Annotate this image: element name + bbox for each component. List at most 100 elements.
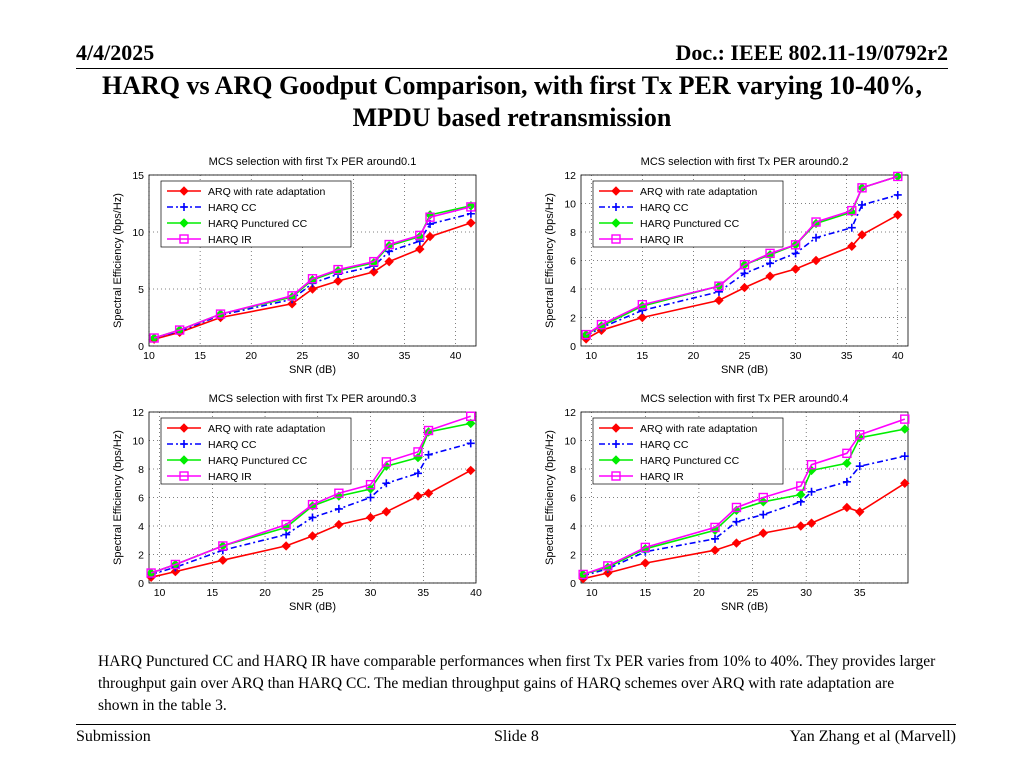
x-tick-label: 35 <box>417 587 429 599</box>
series-arq-with-rate-adaptation <box>581 210 903 344</box>
data-point <box>381 507 392 517</box>
data-point <box>170 559 181 570</box>
data-point <box>847 241 857 251</box>
y-tick-label: 12 <box>564 170 576 182</box>
y-tick-label: 0 <box>138 578 144 590</box>
legend-label: HARQ IR <box>208 471 252 483</box>
series-line <box>582 418 906 576</box>
legend-label: ARQ with rate adaptation <box>640 423 757 435</box>
legend-box <box>160 417 352 485</box>
data-point <box>415 231 425 242</box>
y-tick-label: 5 <box>138 284 144 296</box>
data-point <box>739 260 750 270</box>
data-point <box>790 240 801 250</box>
data-point <box>842 502 852 513</box>
x-tick-label: 25 <box>739 350 751 362</box>
y-tick-label: 8 <box>138 464 144 476</box>
footer-divider <box>76 724 956 725</box>
legend-box <box>592 417 784 485</box>
data-point <box>281 519 291 530</box>
chart-title: MCS selection with first Tx PER around0.… <box>641 393 849 405</box>
data-point <box>812 233 821 242</box>
data-point <box>640 542 651 553</box>
data-point <box>900 478 910 488</box>
data-point <box>307 499 318 510</box>
x-tick-label: 20 <box>245 350 257 362</box>
data-point <box>287 291 297 301</box>
y-tick-label: 6 <box>138 493 144 505</box>
data-point <box>146 568 156 578</box>
x-tick-label: 15 <box>206 587 218 599</box>
y-tick-label: 10 <box>132 436 144 448</box>
data-point <box>893 171 903 182</box>
legend-swatch-marker <box>179 471 189 481</box>
y-tick-label: 10 <box>564 436 576 448</box>
series-line <box>585 175 899 336</box>
data-point <box>218 555 228 565</box>
data-point <box>811 255 821 266</box>
x-tick-label: 10 <box>154 587 166 599</box>
y-tick-label: 10 <box>132 227 144 239</box>
y-tick-label: 8 <box>570 464 576 476</box>
caption-text: HARQ Punctured CC and HARQ IR have compa… <box>98 653 936 714</box>
data-point <box>796 481 806 491</box>
data-point <box>466 218 476 228</box>
data-point <box>334 504 343 513</box>
data-point <box>739 282 750 293</box>
x-tick-label: 30 <box>790 350 802 362</box>
x-tick-label: 40 <box>470 587 482 599</box>
data-point <box>424 450 433 459</box>
x-axis-label: SNR (dB) <box>289 601 336 613</box>
data-point <box>413 447 423 457</box>
legend-label: HARQ Punctured CC <box>640 218 740 230</box>
data-point <box>796 489 806 500</box>
legend-label: HARQ IR <box>640 471 684 483</box>
footer-slide-number: Slide 8 <box>494 728 539 745</box>
legend-label: HARQ Punctured CC <box>208 455 308 467</box>
data-point <box>369 256 379 267</box>
x-tick-label: 25 <box>296 350 308 362</box>
header-doc-id: Doc.: IEEE 802.11-19/0792r2 <box>675 40 948 65</box>
data-point <box>413 469 422 478</box>
y-tick-label: 12 <box>564 407 576 419</box>
data-point <box>857 183 867 193</box>
data-point <box>215 309 226 319</box>
data-point <box>578 569 588 580</box>
chart-per-0-4: MCS selection with first Tx PER around0.… <box>544 393 910 613</box>
data-point <box>811 217 821 227</box>
x-tick-label: 15 <box>194 350 206 362</box>
data-point <box>855 432 865 443</box>
series-line <box>153 206 472 339</box>
x-axis-label: SNR (dB) <box>289 364 336 376</box>
data-point <box>334 488 344 498</box>
data-point <box>790 264 801 274</box>
data-point <box>900 424 910 434</box>
y-tick-label: 0 <box>138 341 144 353</box>
data-point <box>857 230 867 240</box>
x-tick-label: 35 <box>854 587 866 599</box>
data-point <box>900 452 909 461</box>
data-point <box>855 507 865 517</box>
legend-label: ARQ with rate adaptation <box>208 423 325 435</box>
x-tick-label: 20 <box>693 587 705 599</box>
data-point <box>369 267 379 277</box>
data-point <box>711 534 720 543</box>
data-point <box>758 528 768 538</box>
data-point <box>710 545 720 555</box>
y-axis-label: Spectral Efficiency (bps/Hz) <box>112 430 124 565</box>
data-point <box>287 299 297 309</box>
data-point <box>423 488 434 498</box>
data-point <box>765 271 775 281</box>
x-tick-label: 30 <box>365 587 377 599</box>
series-harq-cc <box>582 190 902 341</box>
legend-box <box>160 180 352 248</box>
legend-swatch-marker <box>180 440 188 448</box>
data-point <box>806 460 817 470</box>
data-point <box>384 256 394 267</box>
data-point <box>732 517 741 526</box>
chart-per-0-3: MCS selection with first Tx PER around0.… <box>112 393 482 613</box>
x-tick-label: 10 <box>585 350 597 362</box>
data-point <box>855 462 864 471</box>
header-divider <box>76 68 948 69</box>
x-tick-label: 35 <box>399 350 411 362</box>
